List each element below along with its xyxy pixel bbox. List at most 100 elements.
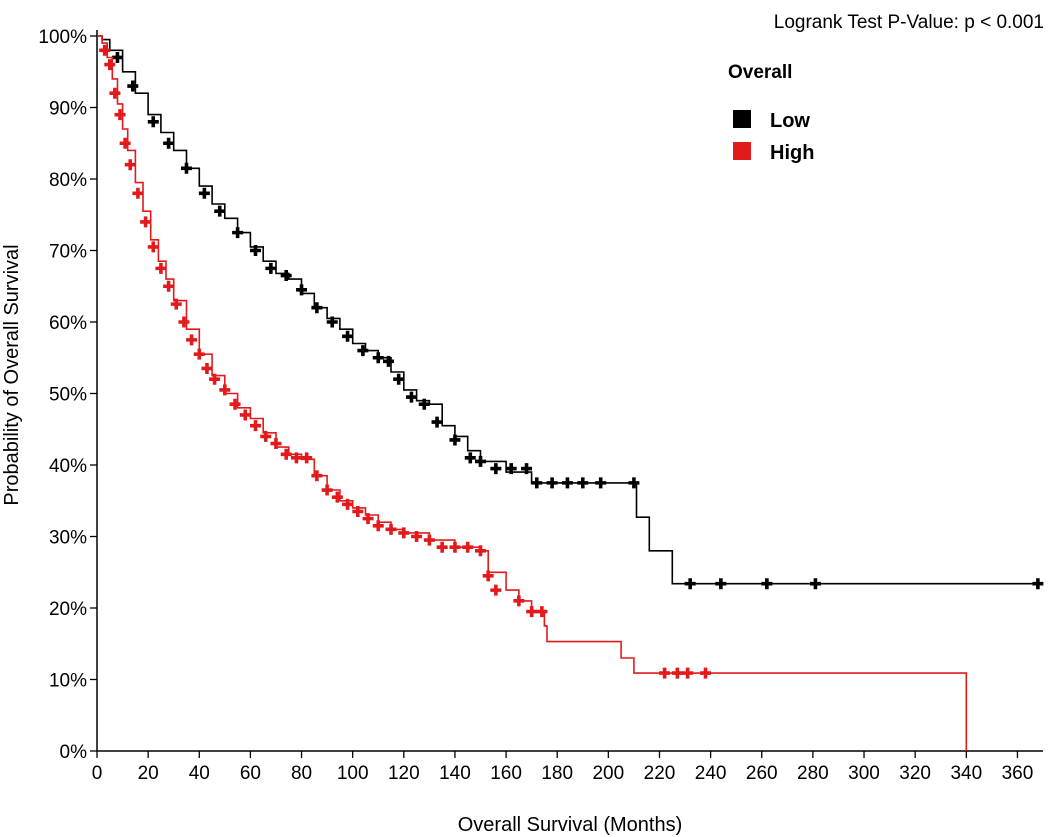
- censor-mark-high: [250, 420, 262, 432]
- x-tick-label: 340: [950, 763, 982, 784]
- censor-mark-low: [342, 330, 354, 342]
- censor-mark-low: [546, 477, 558, 489]
- censor-mark-high: [449, 541, 461, 553]
- x-axis-title: Overall Survival (Months): [458, 814, 683, 836]
- censor-mark-high: [700, 667, 712, 679]
- censor-mark-high: [372, 520, 384, 532]
- censor-mark-high: [104, 59, 116, 71]
- censor-mark-low: [595, 477, 607, 489]
- censor-mark-low: [147, 116, 159, 128]
- y-tick-label: 30%: [49, 528, 87, 549]
- censor-mark-low: [296, 284, 308, 296]
- censor-mark-low: [715, 578, 727, 590]
- censor-mark-low: [326, 316, 338, 328]
- censor-mark-high: [178, 316, 190, 328]
- y-tick-label: 40%: [49, 456, 87, 477]
- series-high: [97, 35, 968, 751]
- censor-mark-high: [311, 470, 323, 482]
- x-tick-label: 0: [92, 763, 103, 784]
- censor-mark-low: [232, 227, 244, 239]
- censor-mark-low: [809, 578, 821, 590]
- censor-mark-high: [239, 409, 251, 421]
- survival-curve-low: [97, 35, 1038, 585]
- censor-mark-high: [342, 498, 354, 510]
- censor-mark-high: [114, 109, 126, 121]
- censor-mark-low: [628, 477, 640, 489]
- censor-mark-low: [382, 355, 394, 367]
- censor-mark-high: [124, 159, 136, 171]
- censor-mark-low: [372, 352, 384, 364]
- legend-title: Overall: [728, 62, 792, 83]
- y-tick-label: 20%: [49, 599, 87, 620]
- x-tick-label: 280: [797, 763, 829, 784]
- x-tick-label: 40: [189, 763, 210, 784]
- censor-mark-high: [140, 216, 152, 228]
- censor-mark-high: [270, 438, 282, 450]
- censor-mark-low: [214, 205, 226, 217]
- censor-mark-high: [280, 448, 292, 460]
- censor-mark-low: [490, 463, 502, 475]
- axes: 0 20 40 60 80 100 120 140 160 180 200 220 240 260 280 3…: [38, 27, 1043, 784]
- censor-mark-high: [385, 523, 397, 535]
- censor-mark-high: [119, 137, 131, 149]
- x-tick-label: 80: [291, 763, 312, 784]
- survival-curve-high: [97, 35, 968, 751]
- y-tick-label: 80%: [49, 170, 87, 191]
- censor-mark-high: [362, 513, 374, 525]
- censor-mark-high: [423, 534, 435, 546]
- censor-mark-high: [186, 334, 198, 346]
- censor-mark-high: [671, 667, 683, 679]
- legend-label-low: Low: [770, 110, 810, 132]
- x-tick-label: 360: [1002, 763, 1034, 784]
- censor-mark-high: [219, 384, 231, 396]
- censor-mark-high: [260, 430, 272, 442]
- x-tick-label: 20: [138, 763, 159, 784]
- censor-mark-low: [761, 578, 773, 590]
- legend-swatch-high: [733, 142, 751, 160]
- x-tick-label: 140: [439, 763, 471, 784]
- censor-mark-low: [198, 187, 210, 199]
- censor-mark-high: [536, 606, 548, 618]
- censor-mark-high: [436, 541, 448, 553]
- series-layer: [97, 35, 1044, 751]
- legend-label-high: High: [770, 142, 814, 164]
- x-tick-label: 200: [592, 763, 624, 784]
- censor-mark-low: [431, 416, 443, 428]
- censor-mark-high: [526, 606, 538, 618]
- y-tick-label: 70%: [49, 242, 87, 263]
- censor-mark-low: [561, 477, 573, 489]
- censor-mark-low: [280, 270, 292, 282]
- censor-mark-low: [464, 452, 476, 464]
- censor-mark-low: [475, 455, 487, 467]
- censor-mark-high: [475, 545, 487, 557]
- censor-mark-low: [163, 137, 175, 149]
- logrank-annotation: Logrank Test P-Value: p < 0.001: [774, 12, 1044, 33]
- censor-mark-high: [201, 362, 213, 374]
- censor-mark-high: [331, 491, 343, 503]
- censor-mark-low: [449, 434, 461, 446]
- censor-mark-low: [577, 477, 589, 489]
- censor-mark-low: [505, 463, 517, 475]
- censor-mark-high: [109, 87, 121, 99]
- y-tick-label: 50%: [49, 385, 87, 406]
- y-axis-title: Probability of Overall Survival: [1, 244, 23, 505]
- censor-mark-high: [659, 667, 671, 679]
- censor-mark-high: [482, 570, 494, 582]
- censor-mark-high: [513, 595, 525, 607]
- censor-mark-high: [352, 505, 364, 517]
- censor-mark-high: [290, 452, 302, 464]
- censor-mark-low: [311, 302, 323, 314]
- x-tick-label: 60: [240, 763, 261, 784]
- censor-mark-high: [99, 44, 111, 56]
- censor-mark-low: [418, 398, 430, 410]
- y-tick-label: 90%: [49, 99, 87, 120]
- censor-mark-high: [147, 241, 159, 253]
- y-tick-label: 60%: [49, 313, 87, 334]
- y-tick-label: 100%: [38, 27, 87, 48]
- x-tick-label: 160: [490, 763, 522, 784]
- censor-mark-low: [521, 463, 533, 475]
- censor-mark-low: [684, 578, 696, 590]
- series-low: [97, 35, 1044, 590]
- censor-mark-low: [127, 80, 139, 92]
